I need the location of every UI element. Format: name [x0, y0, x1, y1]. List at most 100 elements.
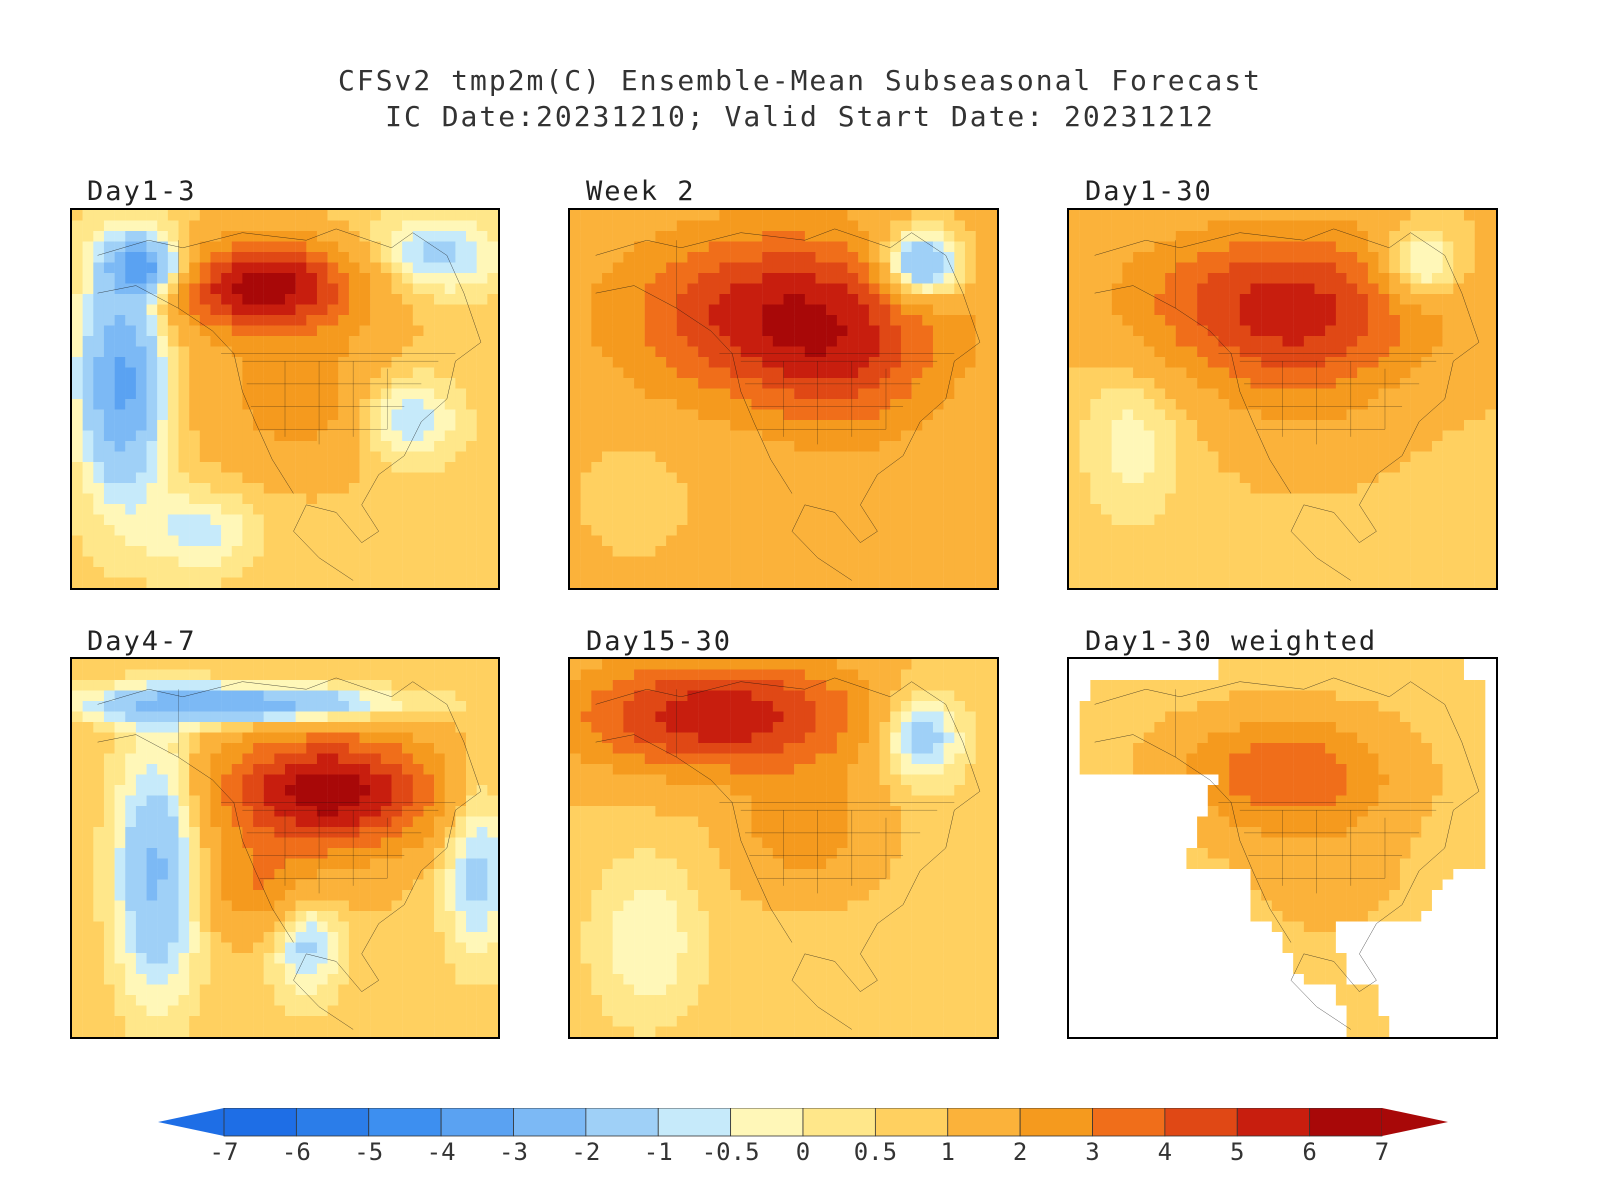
field-cell	[487, 420, 498, 431]
field-cell	[295, 430, 307, 442]
field-cell	[167, 378, 179, 389]
field-cell	[1133, 399, 1144, 410]
field-cell	[1197, 273, 1208, 284]
field-cell	[434, 525, 445, 536]
field-cell	[285, 722, 296, 733]
field-cell	[943, 462, 955, 473]
field-cell	[242, 346, 254, 358]
field-cell	[762, 556, 774, 568]
field-cell	[762, 273, 774, 284]
field-cell	[242, 827, 254, 838]
field-cell	[221, 325, 232, 337]
field-cell	[135, 273, 147, 284]
field-cell	[412, 399, 424, 410]
field-cell	[623, 514, 635, 526]
field-cell	[1186, 210, 1198, 221]
field-cell	[103, 241, 115, 253]
field-cell	[466, 210, 477, 221]
field-cell	[306, 546, 318, 557]
field-cell	[466, 764, 477, 775]
field-cell	[178, 283, 190, 295]
field-cell	[602, 357, 613, 368]
field-cell	[751, 241, 763, 253]
field-cell	[72, 764, 83, 775]
field-cell	[698, 315, 709, 326]
field-cell	[199, 462, 211, 473]
field-cell	[348, 535, 360, 547]
field-cell	[1314, 315, 1326, 326]
field-cell	[231, 514, 243, 526]
field-cell	[103, 659, 115, 670]
field-cell	[338, 764, 350, 775]
field-cell	[954, 262, 966, 274]
field-cell	[708, 441, 720, 452]
field-cell	[1218, 336, 1230, 347]
field-cell	[178, 294, 190, 305]
field-cell	[348, 378, 360, 389]
field-cell	[253, 577, 264, 588]
field-cell	[1229, 525, 1241, 536]
field-cell	[1474, 367, 1486, 379]
field-cell	[1143, 220, 1155, 232]
field-cell	[911, 336, 923, 347]
field-cell	[359, 472, 371, 484]
field-cell	[221, 680, 232, 691]
field-cell	[719, 388, 731, 400]
field-cell	[125, 556, 137, 568]
field-cell	[72, 577, 83, 588]
field-cell	[1442, 514, 1454, 526]
field-cell	[1079, 493, 1091, 505]
field-cell	[327, 669, 339, 681]
field-cell	[178, 493, 190, 505]
field-cell	[815, 283, 827, 295]
field-cell	[370, 483, 382, 494]
field-cell	[826, 220, 838, 232]
field-cell	[72, 252, 83, 263]
field-cell	[740, 378, 752, 389]
field-cell	[1335, 220, 1347, 232]
field-cell	[687, 357, 699, 368]
field-cell	[370, 315, 382, 326]
field-cell	[274, 409, 286, 421]
field-cell	[327, 753, 339, 765]
field-cell	[146, 273, 158, 284]
field-cell	[263, 556, 275, 568]
field-cell	[1463, 252, 1475, 263]
field-cell	[1250, 441, 1262, 452]
field-cell	[1410, 472, 1422, 484]
field-cell	[146, 462, 158, 473]
field-cell	[295, 546, 307, 557]
field-cell	[444, 722, 456, 733]
field-cell	[1442, 220, 1454, 232]
field-cell	[740, 388, 752, 400]
field-cell	[1431, 241, 1443, 253]
field-cell	[1079, 441, 1091, 452]
field-cell	[338, 294, 350, 305]
field-cell	[719, 357, 731, 368]
field-cell	[103, 690, 115, 702]
field-cell	[167, 483, 179, 494]
field-cell	[1325, 231, 1337, 242]
field-cell	[189, 273, 201, 284]
field-cell	[570, 367, 581, 379]
field-cell	[327, 732, 339, 744]
field-cell	[1442, 252, 1454, 263]
field-cell	[114, 483, 126, 494]
field-cell	[359, 336, 371, 347]
field-cell	[1431, 273, 1443, 284]
field-cell	[783, 409, 795, 421]
field-cell	[815, 241, 827, 253]
field-cell	[1453, 315, 1465, 326]
field-cell	[1314, 525, 1326, 536]
field-cell	[1271, 336, 1283, 347]
field-cell	[666, 535, 677, 547]
field-cell	[1485, 399, 1496, 410]
field-cell	[698, 462, 709, 473]
field-cell	[1485, 346, 1496, 358]
field-cell	[146, 304, 158, 316]
field-cell	[189, 283, 201, 295]
field-cell	[740, 546, 752, 557]
field-cell	[391, 514, 403, 526]
field-cell	[1165, 325, 1176, 337]
field-cell	[570, 409, 581, 421]
